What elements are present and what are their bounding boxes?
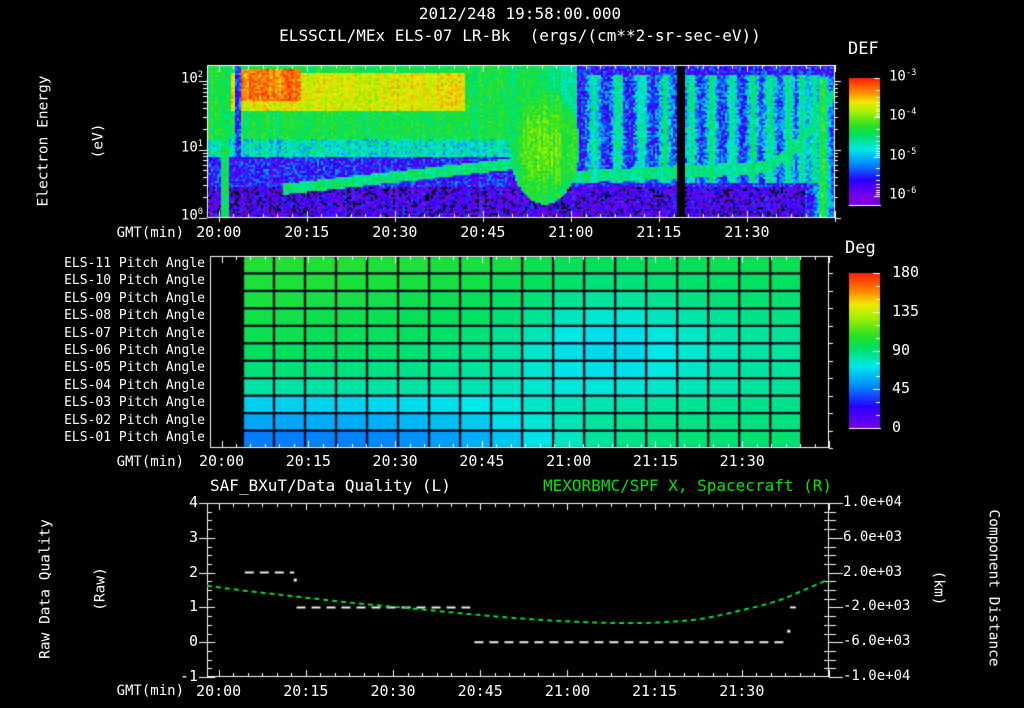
pitch-row-label: ELS-06 Pitch Angle: [64, 343, 205, 358]
quality-tick-label: 1: [188, 597, 198, 616]
distance-tick-label: 1.0e+04: [843, 494, 903, 510]
def-colorbar: [849, 78, 880, 205]
x-tick-label-top: 21:00: [548, 223, 594, 241]
x-tick-label-top: 21:30: [724, 223, 770, 241]
x-tick-label-middle: 20:45: [459, 452, 505, 470]
energy-tick-label: 100: [180, 207, 203, 224]
x-tick-label-top: 20:00: [196, 223, 242, 241]
energy-axis-label: Electron Energy (eV): [0, 76, 144, 207]
gmt-axis-label-middle: GMT(min): [116, 454, 184, 470]
quality-axis-label-line1: Raw Data Quality: [37, 519, 54, 659]
quality-tick-label: 3: [188, 527, 198, 546]
def-colorbar-tick-label: 10-6: [889, 185, 917, 203]
distance-axis-label-line2: (km): [930, 570, 947, 606]
deg-colorbar-tick-label: 180: [892, 263, 920, 281]
energy-axis-label-line1: Electron Energy: [35, 75, 52, 207]
plot-title-datetime: 2012/248 19:58:00.000: [418, 4, 622, 23]
pitch-row-label: ELS-02 Pitch Angle: [64, 412, 205, 428]
distance-tick-label: -2.0e+03: [843, 598, 911, 615]
distance-axis-label-line1: Component Distance: [985, 509, 1002, 667]
x-tick-label-bottom: 20:30: [370, 682, 416, 700]
x-tick-label-bottom: 21:30: [719, 682, 765, 700]
distance-axis-label: Component Distance (km): [894, 509, 1024, 666]
energy-tick-label: 102: [180, 70, 203, 87]
x-tick-label-top: 20:15: [284, 223, 330, 241]
x-tick-label-top: 21:15: [636, 223, 682, 241]
x-tick-label-bottom: 20:00: [196, 682, 242, 700]
pitch-row-label: ELS-04 Pitch Angle: [64, 377, 205, 393]
plot-title-instrument: ELSSCIL/MEx ELS-07 LR-Bk (ergs/(cm**2-sr…: [279, 26, 761, 45]
distance-tick-label: 6.0e+03: [843, 528, 903, 545]
quality-tick-label: 4: [188, 493, 198, 511]
deg-colorbar-tick-label: 90: [892, 340, 911, 359]
x-tick-label-bottom: 21:00: [544, 682, 590, 700]
x-tick-label-middle: 21:30: [719, 452, 765, 470]
pitch-row-label: ELS-03 Pitch Angle: [64, 395, 205, 411]
x-tick-label-top: 20:30: [372, 223, 418, 241]
x-tick-label-bottom: 21:15: [632, 682, 678, 700]
quality-tick-label: 0: [188, 632, 198, 651]
quality-distance-panel: [207, 503, 829, 677]
def-colorbar-tick-label: 10-4: [889, 107, 917, 124]
pitch-row-label: ELS-07 Pitch Angle: [64, 325, 205, 341]
energy-axis-label-line2: (eV): [90, 123, 107, 159]
x-tick-label-top: 20:45: [460, 223, 506, 241]
quality-tick-label: 2: [188, 562, 198, 581]
x-tick-label-middle: 21:15: [632, 452, 679, 470]
quality-axis-label-line2: (Raw): [92, 567, 109, 611]
pitch-row-label: ELS-11 Pitch Angle: [64, 255, 205, 271]
x-tick-label-middle: 20:00: [198, 452, 245, 470]
pitch-row-label: ELS-01 Pitch Angle: [64, 430, 205, 446]
def-colorbar-tick-label: 10-5: [889, 146, 917, 164]
pitch-angle-panel: [210, 256, 829, 448]
pitch-row-label: ELS-05 Pitch Angle: [64, 360, 205, 376]
distance-tick-label: -1.0e+04: [843, 668, 911, 684]
def-colorbar-tick-label: 10-3: [889, 68, 917, 85]
pitch-row-label: ELS-10 Pitch Angle: [64, 273, 205, 289]
quality-tick-label: -1: [179, 667, 198, 685]
x-tick-label-middle: 20:15: [285, 452, 331, 470]
deg-colorbar-tick-label: 45: [892, 379, 911, 398]
deg-colorbar: [849, 273, 880, 428]
quality-panel-title-left: SAF_BXuT/Data Quality (L): [210, 476, 451, 495]
quality-panel-title-right: MEXORBMC/SPF X, Spacecraft (R): [543, 476, 832, 495]
deg-colorbar-tick-label: 0: [892, 418, 902, 436]
deg-colorbar-title: Deg: [845, 238, 876, 258]
energy-tick-label: 101: [180, 138, 203, 156]
pitch-row-label: ELS-09 Pitch Angle: [64, 290, 205, 306]
energy-spectrogram-panel: [207, 65, 835, 218]
quality-axis-label: Raw Data Quality (Raw): [1, 519, 146, 659]
x-tick-label-bottom: 20:45: [457, 682, 503, 700]
x-tick-label-middle: 21:00: [546, 452, 592, 470]
gmt-axis-label-top: GMT(min): [116, 225, 184, 241]
distance-tick-label: 2.0e+03: [843, 563, 903, 580]
distance-tick-label: -6.0e+03: [843, 633, 911, 650]
x-tick-label-bottom: 20:15: [283, 682, 329, 700]
def-colorbar-title: DEF: [848, 39, 879, 59]
x-tick-label-middle: 20:30: [372, 452, 418, 470]
deg-colorbar-tick-label: 135: [892, 301, 920, 320]
gmt-axis-label-bottom: GMT(min): [116, 683, 184, 699]
pitch-row-label: ELS-08 Pitch Angle: [64, 308, 205, 324]
